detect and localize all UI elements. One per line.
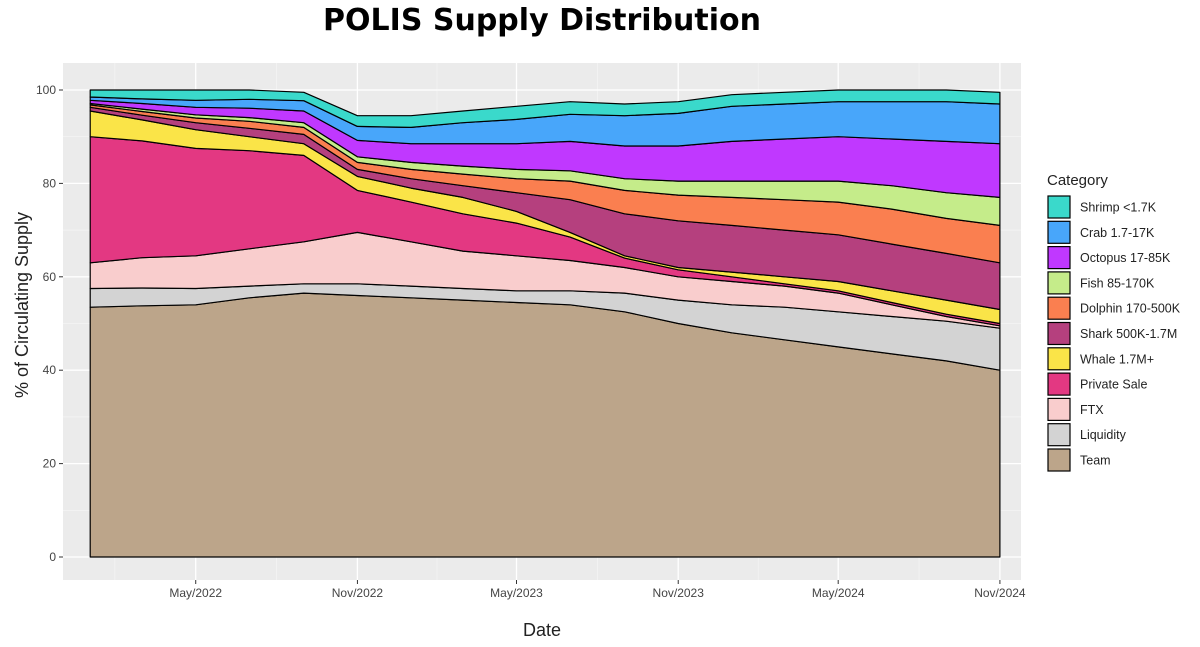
legend-swatch: [1047, 246, 1071, 270]
y-axis-ticks: 0 20 40 60 80 100: [36, 83, 63, 564]
x-axis-ticks: May/2022 Nov/2022 May/2023 Nov/2023 May/2024…: [169, 580, 1026, 600]
stacked-areas: [89, 89, 1001, 558]
legend: Category Shrimp <1.7K Crab 1.7-17K Octopus…: [1047, 172, 1181, 472]
legend-swatch: [1047, 195, 1071, 219]
area-shrimp-1-7k: [89, 89, 1001, 128]
legend-swatch: [1047, 372, 1071, 396]
chart-title: POLIS Supply Distribution: [323, 3, 761, 38]
legend-label: Dolphin 170-500K: [1080, 302, 1181, 316]
legend-swatch: [1047, 296, 1071, 320]
legend-label: Team: [1080, 454, 1111, 468]
legend-swatch: [1047, 423, 1071, 447]
x-tick-label: Nov/2024: [974, 586, 1026, 600]
legend-title: Category: [1047, 172, 1108, 189]
y-axis-title: % of Circulating Supply: [12, 212, 32, 398]
legend-label: Octopus 17-85K: [1080, 251, 1171, 265]
y-tick-label: 0: [49, 550, 56, 564]
legend-label: FTX: [1080, 403, 1104, 417]
x-axis-title: Date: [523, 620, 561, 640]
legend-swatch: [1047, 448, 1071, 472]
y-tick-label: 40: [43, 363, 57, 377]
x-tick-label: May/2022: [169, 586, 222, 600]
x-tick-label: Nov/2023: [653, 586, 705, 600]
legend-swatch: [1047, 347, 1071, 371]
y-tick-label: 20: [43, 457, 57, 471]
legend-label: Shark 500K-1.7M: [1080, 327, 1177, 341]
y-tick-label: 100: [36, 83, 56, 97]
legend-label: Crab 1.7-17K: [1080, 226, 1155, 240]
legend-label: Fish 85-170K: [1080, 276, 1155, 290]
legend-label: Whale 1.7M+: [1080, 352, 1154, 366]
legend-label: Liquidity: [1080, 428, 1127, 442]
y-tick-label: 60: [43, 270, 57, 284]
y-tick-label: 80: [43, 176, 57, 190]
x-tick-label: May/2024: [812, 586, 865, 600]
legend-swatch: [1047, 220, 1071, 244]
legend-swatch: [1047, 321, 1071, 346]
legend-swatch: [1047, 397, 1071, 421]
legend-swatch: [1047, 271, 1071, 295]
legend-label: Private Sale: [1080, 378, 1147, 392]
x-tick-label: May/2023: [490, 586, 543, 600]
x-tick-label: Nov/2022: [332, 586, 384, 600]
legend-label: Shrimp <1.7K: [1080, 201, 1157, 215]
